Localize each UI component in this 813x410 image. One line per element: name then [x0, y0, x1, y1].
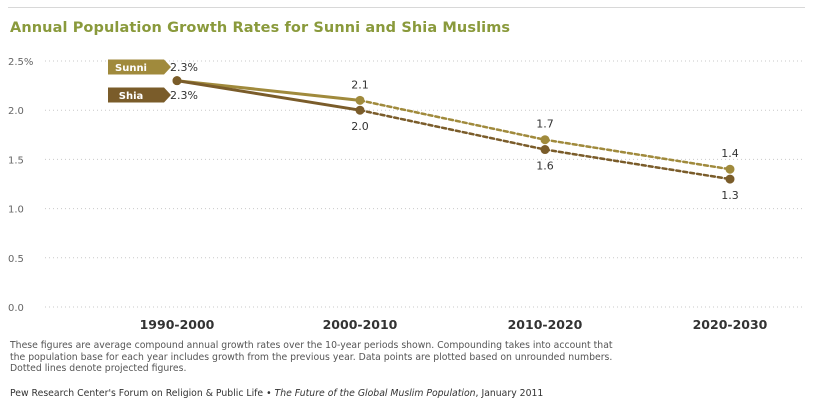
- y-tick-label: 1.5: [8, 155, 24, 166]
- sunni-legend-tag: [108, 59, 171, 75]
- top-divider: [8, 7, 805, 8]
- sunni-line-segment: [543, 138, 732, 171]
- shia-legend-label: Shia: [119, 91, 144, 102]
- x-tick-label: 2010-2020: [508, 317, 583, 332]
- sunni-data-label: 1.4: [721, 147, 739, 160]
- sunni-legend-label: Sunni: [115, 63, 147, 74]
- chart-title: Annual Population Growth Rates for Sunni…: [10, 20, 511, 36]
- y-tick-label: 2.0: [8, 106, 24, 117]
- x-tick-label: 2000-2010: [323, 317, 398, 332]
- note-line-2: the population base for each year includ…: [10, 351, 613, 363]
- sunni-line-segment: [175, 79, 362, 102]
- line-chart: 0.0 0.5 1.0 1.5 2.0 2.5% 1990-2000 2000-2010 201…: [8, 57, 805, 332]
- shia-point: [540, 145, 550, 155]
- note-line-1: These figures are average compound annua…: [10, 340, 613, 351]
- shia-data-label: 1.3: [721, 189, 739, 202]
- shia-data-label: 1.6: [536, 160, 554, 173]
- y-tick-label: 0.0: [8, 303, 24, 314]
- chart-notes: These figures are average compound annua…: [10, 340, 810, 375]
- y-tick-label: 0.5: [8, 254, 24, 265]
- shia-legend-tag: [108, 87, 171, 103]
- sunni-point: [540, 135, 550, 145]
- sunni-data-label: 2.1: [351, 78, 369, 91]
- shia-point: [725, 174, 735, 184]
- shia-line-segment: [175, 79, 362, 112]
- y-tick-label: 1.0: [8, 205, 24, 216]
- sunni-point: [355, 95, 365, 105]
- shia-line-segment: [543, 148, 732, 181]
- x-tick-label: 1990-2000: [140, 317, 215, 332]
- note-line-3: Dotted lines denote projected figures.: [10, 363, 187, 375]
- sunni-data-label: 1.7: [536, 118, 554, 131]
- sunni-data-label: 2.3%: [170, 61, 198, 74]
- y-tick-label: 2.5%: [8, 57, 33, 68]
- sunni-line-segment: [358, 99, 547, 141]
- source-date: , January 2011: [475, 388, 544, 399]
- shia-data-label: 2.3%: [170, 89, 198, 102]
- source-publication: The Future of the Global Muslim Populati…: [274, 388, 476, 399]
- sunni-point: [725, 164, 735, 174]
- shia-point: [355, 105, 365, 115]
- shia-data-label: 2.0: [351, 120, 369, 133]
- shia-point: [172, 76, 182, 86]
- shia-line-segment: [358, 108, 547, 151]
- source-credit: Pew Research Center's Forum on Religion …: [10, 388, 543, 399]
- source-org: Pew Research Center's Forum on Religion …: [10, 388, 275, 399]
- x-tick-label: 2020-2030: [693, 317, 768, 332]
